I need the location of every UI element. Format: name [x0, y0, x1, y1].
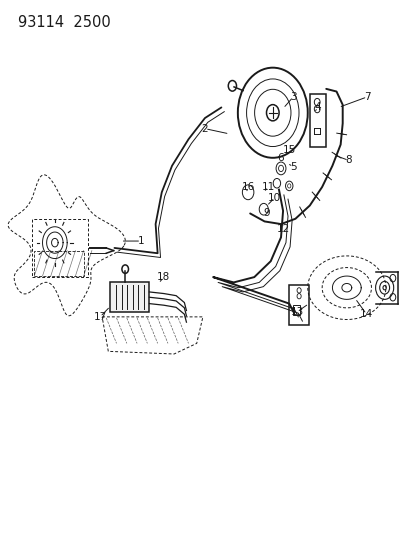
Text: 1: 1 [138, 236, 144, 246]
Text: 7: 7 [363, 92, 370, 102]
Text: 11: 11 [261, 182, 275, 192]
Text: 13: 13 [290, 306, 304, 317]
Text: 14: 14 [359, 309, 372, 319]
Bar [34, 251, 83, 276]
Text: 6: 6 [277, 154, 284, 163]
Text: 2: 2 [201, 124, 208, 134]
Text: 5: 5 [290, 162, 296, 172]
Text: 12: 12 [276, 224, 289, 235]
Text: 3: 3 [290, 92, 296, 102]
Text: 17: 17 [93, 312, 107, 322]
Text: 9: 9 [263, 208, 269, 219]
Bar [110, 282, 149, 312]
Bar [309, 94, 325, 147]
Text: 16: 16 [241, 182, 254, 192]
Bar [293, 305, 299, 316]
Text: 15: 15 [282, 145, 295, 155]
Bar [289, 285, 308, 325]
Text: 93114  2500: 93114 2500 [18, 14, 110, 30]
Text: 8: 8 [345, 156, 351, 165]
Text: 18: 18 [157, 272, 170, 282]
Text: 10: 10 [268, 192, 281, 203]
Text: 4: 4 [314, 102, 320, 112]
